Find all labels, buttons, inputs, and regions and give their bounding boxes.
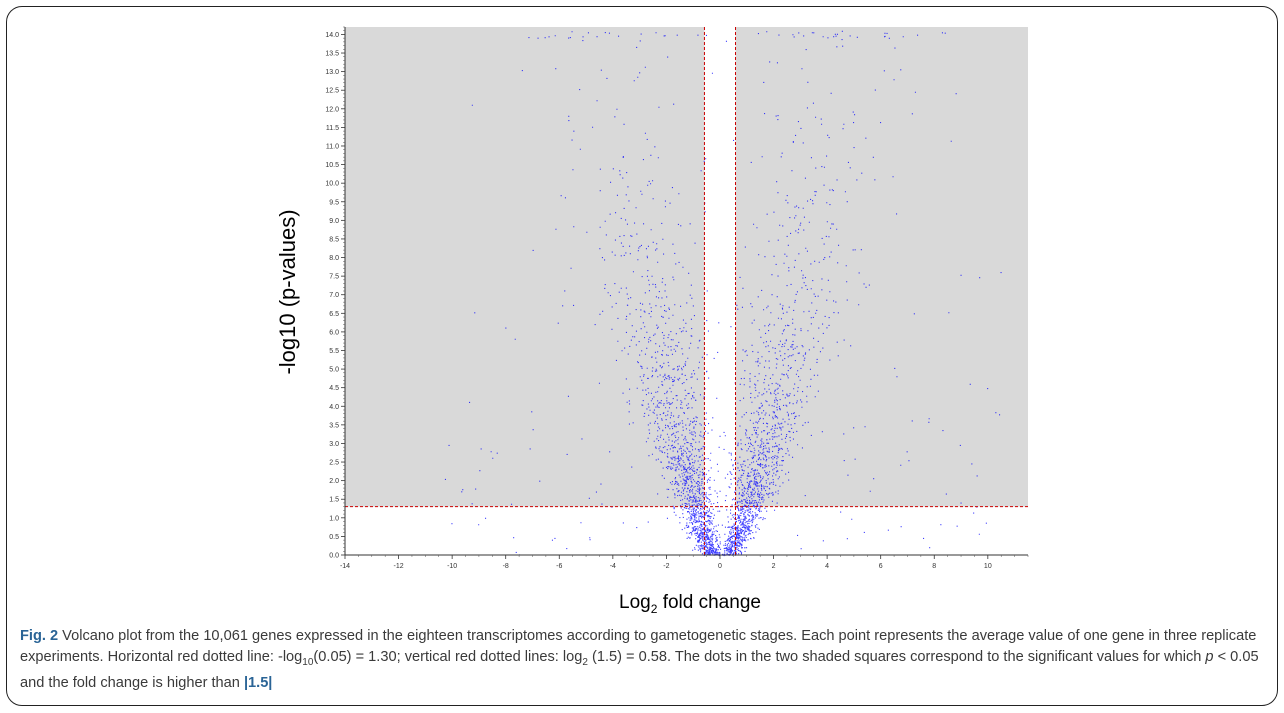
axes: 0.0 0.5 1.0 1.5 2.0 2.5 3.0 3.5 4.0 4.5 5.0 5.5 6.0 6…	[325, 26, 1029, 570]
y-tick-label: 3.5	[329, 422, 339, 429]
shaded-regions	[345, 27, 1028, 507]
x-tick-label: 6	[879, 563, 883, 570]
y-tick-label: 1.0	[329, 515, 339, 522]
x-tick-label: 10	[984, 563, 992, 570]
y-axis-label: -log10 (p-values)	[275, 209, 300, 374]
x-tick-label: 4	[825, 563, 829, 570]
y-tick-label: 7.5	[329, 274, 339, 281]
x-tick-label: -10	[447, 563, 457, 570]
y-tick-label: 12.5	[325, 88, 339, 95]
y-tick-label: 14.0	[325, 32, 339, 39]
y-tick-label: 5.0	[329, 367, 339, 374]
y-tick-label: 10.0	[325, 181, 339, 188]
y-tick-label: 0.5	[329, 534, 339, 541]
y-tick-label: 1.5	[329, 497, 339, 504]
y-tick-label: 11.5	[326, 125, 339, 132]
figure-caption: Fig. 2 Volcano plot from the 10,061 gene…	[20, 628, 1259, 691]
y-tick-label: 4.0	[329, 404, 339, 411]
y-tick-label: 6.0	[329, 329, 339, 336]
y-tick-label: 8.0	[329, 255, 339, 262]
shaded-region-right	[735, 27, 1028, 507]
y-tick-label: 9.0	[329, 218, 339, 225]
x-axis-label: Log2 fold change	[619, 592, 761, 616]
threshold-lines	[345, 27, 1028, 555]
y-tick-label: 5.5	[329, 348, 339, 355]
shaded-region-left	[345, 27, 705, 507]
y-tick-label: 4.5	[329, 385, 339, 392]
x-tick-label: 0	[718, 563, 722, 570]
y-tick-label: 2.0	[329, 478, 339, 485]
y-tick-label: 7.0	[329, 292, 339, 299]
y-tick-label: 8.5	[329, 236, 339, 243]
x-tick-label: -4	[610, 563, 616, 570]
y-tick-label: 13.0	[325, 69, 339, 76]
y-tick-label: 13.5	[325, 51, 339, 58]
x-tick-label: 8	[932, 563, 936, 570]
volcano-plot: 0.0 0.5 1.0 1.5 2.0 2.5 3.0 3.5 4.0 4.5 5.0 5.5 6.0 6…	[275, 26, 1029, 570]
y-tick-label: 9.5	[329, 199, 339, 206]
y-tick-label: 2.5	[329, 460, 339, 467]
x-tick-label: -2	[663, 563, 669, 570]
y-tick-label: 0.0	[329, 553, 339, 560]
y-tick-label: 6.5	[329, 311, 339, 318]
x-tick-label: -8	[503, 563, 509, 570]
y-tick-label: 3.0	[329, 441, 339, 448]
x-tick-label: -6	[556, 563, 562, 570]
x-tick-label: 2	[772, 563, 776, 570]
figure-label: Fig. 2	[20, 628, 59, 644]
x-tick-label: -14	[340, 563, 350, 570]
figure-frame	[6, 6, 1278, 706]
y-tick-label: 10.5	[325, 162, 339, 169]
x-tick-label: -12	[394, 563, 404, 570]
y-tick-label: 12.0	[325, 106, 339, 113]
y-tick-label: 11.0	[326, 143, 339, 150]
